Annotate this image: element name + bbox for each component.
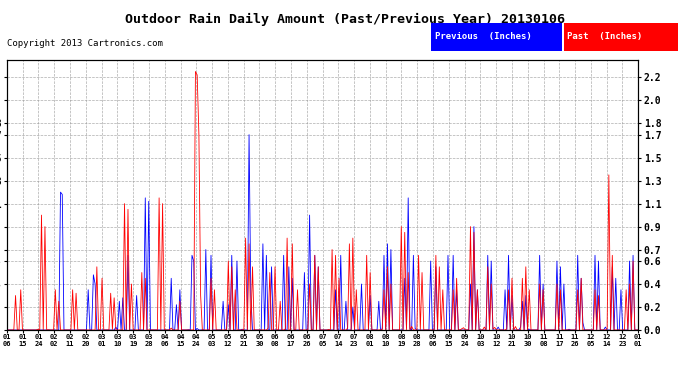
Text: Copyright 2013 Cartronics.com: Copyright 2013 Cartronics.com bbox=[7, 39, 163, 48]
Text: Previous  (Inches): Previous (Inches) bbox=[435, 32, 531, 41]
Text: Outdoor Rain Daily Amount (Past/Previous Year) 20130106: Outdoor Rain Daily Amount (Past/Previous… bbox=[125, 13, 565, 26]
Text: Past  (Inches): Past (Inches) bbox=[567, 32, 642, 41]
